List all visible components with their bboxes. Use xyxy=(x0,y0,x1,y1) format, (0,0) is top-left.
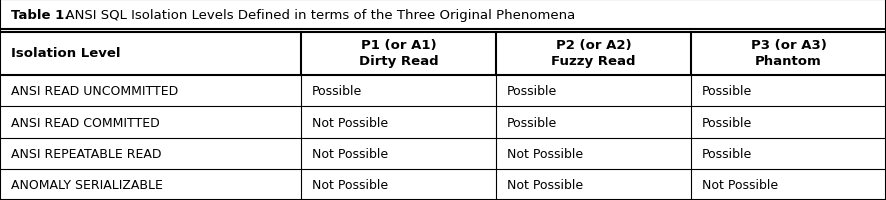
Text: Possible: Possible xyxy=(702,147,752,160)
Bar xyxy=(0,30,886,76)
Text: Not Possible: Not Possible xyxy=(507,178,583,191)
Text: Not Possible: Not Possible xyxy=(312,178,388,191)
Text: Possible: Possible xyxy=(702,85,752,98)
Text: Table 1.: Table 1. xyxy=(11,8,69,21)
Text: Possible: Possible xyxy=(702,116,752,129)
Text: Not Possible: Not Possible xyxy=(702,178,778,191)
Text: Possible: Possible xyxy=(507,85,557,98)
Text: P1 (or A1)
Dirty Read: P1 (or A1) Dirty Read xyxy=(359,38,439,67)
Text: Not Possible: Not Possible xyxy=(312,147,388,160)
Text: ANSI READ COMMITTED: ANSI READ COMMITTED xyxy=(11,116,159,129)
Text: P2 (or A2)
Fuzzy Read: P2 (or A2) Fuzzy Read xyxy=(551,38,636,67)
Text: Not Possible: Not Possible xyxy=(312,116,388,129)
Text: ANOMALY SERIALIZABLE: ANOMALY SERIALIZABLE xyxy=(11,178,162,191)
Text: Isolation Level: Isolation Level xyxy=(11,46,120,59)
Text: P3 (or A3)
Phantom: P3 (or A3) Phantom xyxy=(750,38,827,67)
Text: ANSI REPEATABLE READ: ANSI REPEATABLE READ xyxy=(11,147,161,160)
Text: Possible: Possible xyxy=(507,116,557,129)
Bar xyxy=(0,0,886,30)
Text: Possible: Possible xyxy=(312,85,362,98)
Text: Not Possible: Not Possible xyxy=(507,147,583,160)
Text: ANSI SQL Isolation Levels Defined in terms of the Three Original Phenomena: ANSI SQL Isolation Levels Defined in ter… xyxy=(57,8,575,21)
Text: ANSI READ UNCOMMITTED: ANSI READ UNCOMMITTED xyxy=(11,85,178,98)
